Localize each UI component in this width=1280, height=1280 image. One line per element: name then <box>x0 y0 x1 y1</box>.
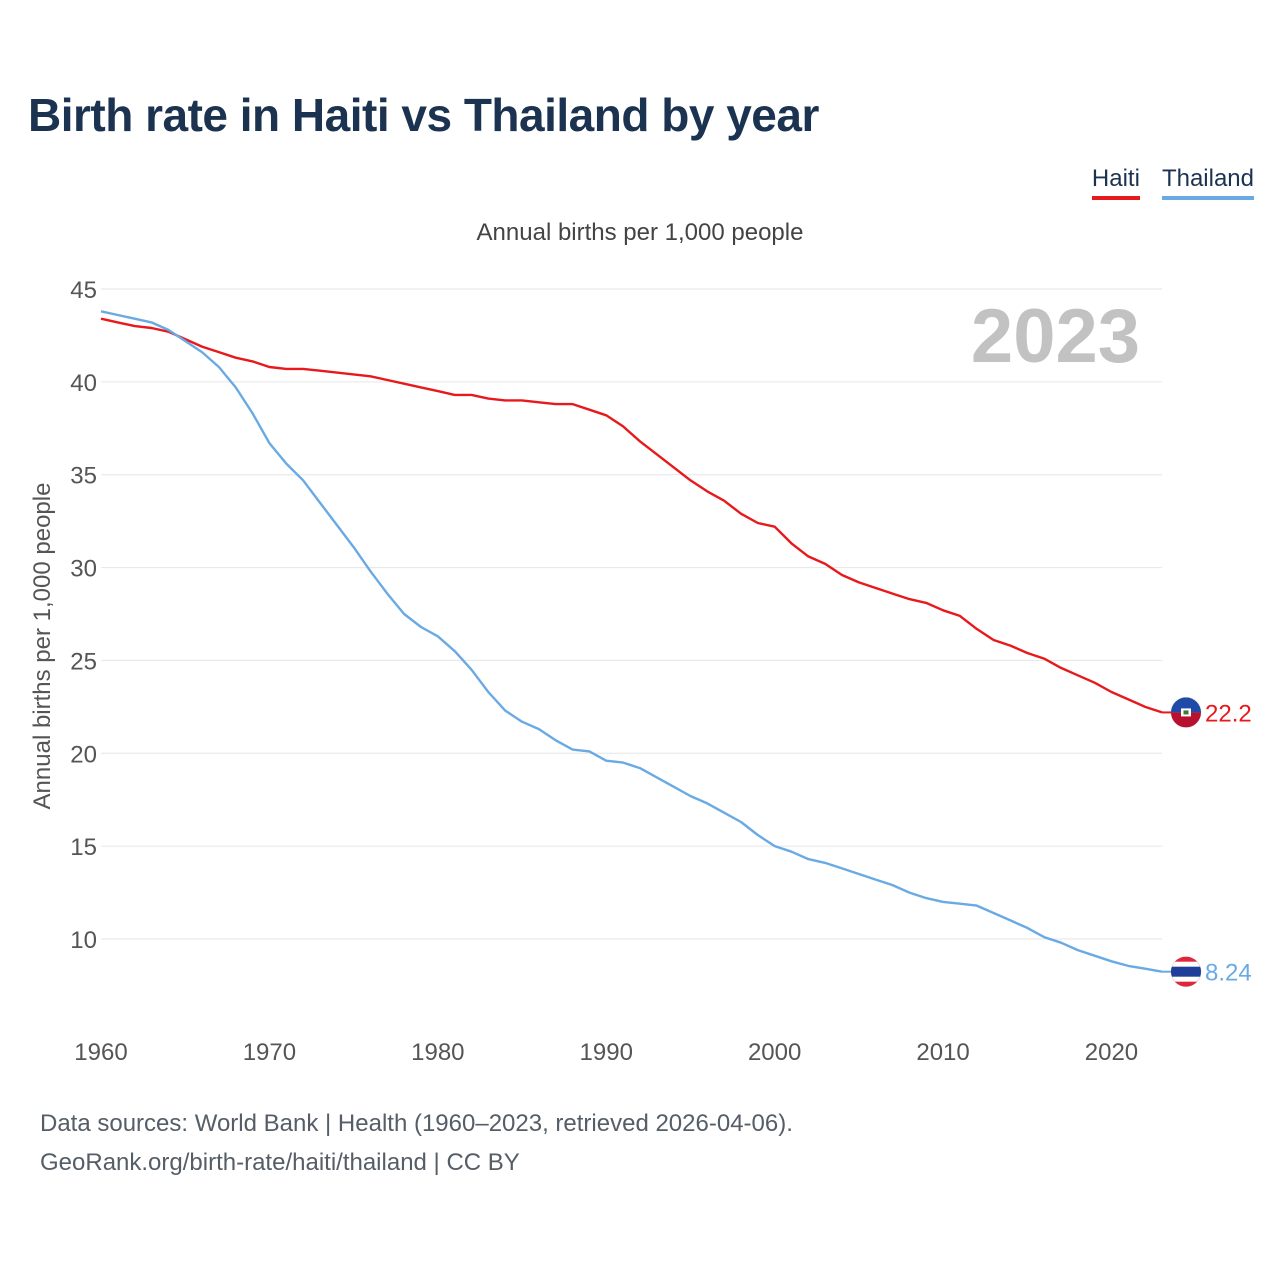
flag-icon-haiti <box>1170 696 1202 728</box>
y-tick-label-15: 15 <box>70 834 97 861</box>
flag-outline <box>1170 956 1202 988</box>
haiti-flag-body <box>1171 697 1201 728</box>
y-tick-label-25: 25 <box>70 648 97 675</box>
y-tick-label-10: 10 <box>70 927 97 954</box>
series-lines <box>100 310 1163 973</box>
line-chart: Annual births per 1,000 people Annual bi… <box>29 219 1252 1066</box>
y-tick-label-20: 20 <box>70 741 97 768</box>
series-line-thailand <box>100 310 1163 973</box>
end-value-label-haiti: 22.2 <box>1205 700 1252 727</box>
series-line-haiti <box>100 317 1163 714</box>
footer-attribution[interactable]: GeoRank.org/birth-rate/haiti/thailand | … <box>40 1149 520 1176</box>
x-tick-label-1960: 1960 <box>74 1039 127 1066</box>
x-tick-label-2020: 2020 <box>1085 1039 1138 1066</box>
y-tick-label-30: 30 <box>70 556 97 583</box>
x-tick-label-1990: 1990 <box>580 1039 633 1066</box>
x-tick-label-2000: 2000 <box>748 1039 801 1066</box>
y-axis-label: Annual births per 1,000 people <box>29 483 56 810</box>
y-tick-label-35: 35 <box>70 463 97 490</box>
thailand-flag-blue <box>1171 966 1201 977</box>
legend-item-thailand[interactable]: Thailand <box>1161 165 1254 201</box>
haiti-flag-red <box>1171 712 1201 728</box>
year-watermark: 2023 <box>971 294 1140 379</box>
chart-title: Birth rate in Haiti vs Thailand by year <box>28 89 819 141</box>
flag-outline <box>1170 696 1202 728</box>
gridlines <box>101 288 1162 940</box>
footer: Data sources: World Bank | Health (1960–… <box>40 1104 793 1182</box>
end-value-label-thailand: 8.24 <box>1205 960 1252 987</box>
x-axis-ticks: 1960 1970 1980 1990 2000 2010 2020 <box>74 1039 1138 1066</box>
flag-icon-thailand <box>1170 956 1202 988</box>
x-tick-label-1970: 1970 <box>243 1039 296 1066</box>
chart-subtitle: Annual births per 1,000 people <box>477 219 804 246</box>
legend-item-haiti[interactable]: Haiti <box>1091 165 1140 201</box>
y-tick-label-45: 45 <box>70 277 97 304</box>
haiti-flag-blue <box>1171 697 1201 713</box>
thailand-flag-body <box>1171 956 1201 987</box>
haiti-flag-emblem-inner <box>1183 710 1189 715</box>
y-tick-label-40: 40 <box>70 370 97 397</box>
end-markers: 22.2 8.24 <box>1162 696 1252 988</box>
x-tick-label-1980: 1980 <box>411 1039 464 1066</box>
legend: Haiti Thailand <box>1091 165 1254 201</box>
x-tick-label-2010: 2010 <box>916 1039 969 1066</box>
footer-sources: Data sources: World Bank | Health (1960–… <box>40 1110 793 1137</box>
y-axis-ticks: 10 15 20 25 30 35 40 45 <box>70 277 97 954</box>
